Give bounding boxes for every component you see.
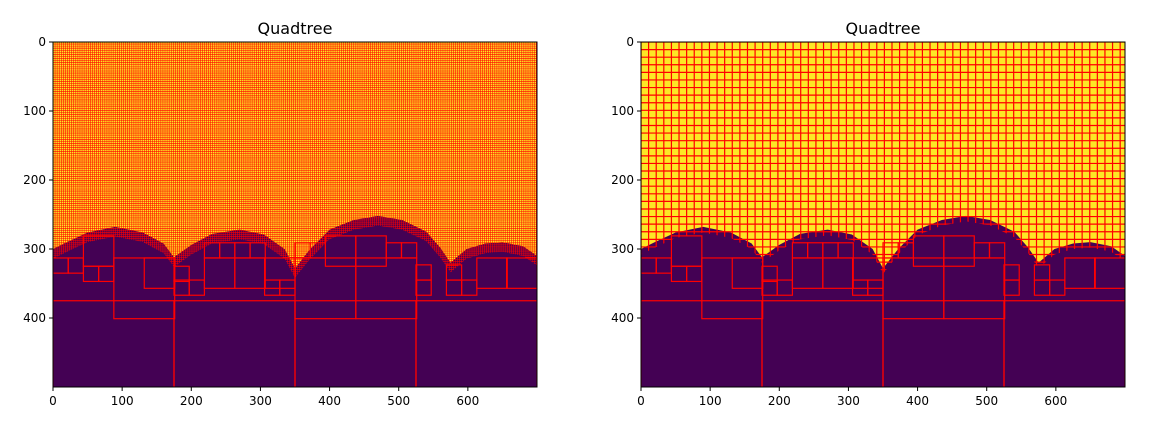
quadtree-block [67, 257, 85, 274]
y-tick-label: 300 [611, 242, 634, 256]
x-tick-label: 0 [49, 394, 57, 408]
quadtree-block [655, 257, 673, 274]
y-tick-label: 100 [23, 104, 46, 118]
quadtree-block [415, 264, 432, 281]
quadtree-block [1003, 300, 1125, 387]
quadtree-block [1064, 257, 1096, 289]
quadtree-block [731, 257, 764, 289]
quadtree-block [837, 242, 854, 259]
quadtree-block [188, 279, 206, 296]
quadtree-block [249, 242, 266, 259]
x-tick-label: 200 [180, 394, 203, 408]
x-tick-label: 400 [906, 394, 929, 408]
quadtree-block [1033, 264, 1051, 281]
x-tick-label: 400 [318, 394, 341, 408]
quadtree-block [988, 242, 1006, 259]
quadtree-block [1049, 279, 1066, 296]
quadtree-block [761, 265, 778, 283]
right-quadtree-panel: Quadtree 0 100 200 300 400 500 600 0 100 200 300 400 [611, 19, 1126, 408]
x-tick-label: 500 [387, 394, 410, 408]
quadtree-block [867, 279, 884, 296]
y-tick-label: 200 [611, 173, 634, 187]
quadtree-block [400, 242, 418, 259]
y-tick-label: 0 [38, 35, 46, 49]
x-tick-label: 0 [637, 394, 645, 408]
quadtree-block [776, 279, 794, 296]
y-tick-label: 300 [23, 242, 46, 256]
fine-quadtree-cells [53, 42, 537, 278]
quadtree-block [445, 264, 463, 281]
x-tick-label: 300 [837, 394, 860, 408]
quadtree-block [686, 265, 703, 283]
quadtree-block [461, 279, 478, 296]
x-tick-label: 500 [975, 394, 998, 408]
y-tick-label: 0 [626, 35, 634, 49]
x-tick-label: 600 [456, 394, 479, 408]
coarse-quadtree-cells [641, 235, 1125, 387]
x-tick-label: 200 [768, 394, 791, 408]
chart-title: Quadtree [258, 19, 333, 38]
x-tick-label: 100 [111, 394, 134, 408]
quadtree-block [897, 242, 915, 259]
plot-area [53, 42, 537, 387]
chart-title: Quadtree [846, 19, 921, 38]
quadtree-block [279, 279, 296, 296]
y-tick-label: 200 [23, 173, 46, 187]
quadtree-block [173, 265, 190, 283]
quadtree-block [476, 257, 508, 289]
y-tick-label: 100 [611, 104, 634, 118]
quadtree-block [415, 300, 537, 387]
plot-area [641, 42, 1125, 387]
quadtree-block [98, 265, 115, 283]
quadtree-block [309, 242, 327, 259]
axes-frame [640, 41, 1126, 388]
left-quadtree-panel: Quadtree 0 100 200 300 400 500 600 0 100 200 300 400 [23, 19, 538, 408]
quadtree-block [1093, 257, 1125, 289]
y-tick-label: 400 [611, 311, 634, 325]
x-tick-label: 300 [249, 394, 272, 408]
x-tick-label: 600 [1044, 394, 1067, 408]
coarse-quadtree-cells [53, 235, 537, 387]
quadtree-block [1003, 264, 1020, 281]
quadtree-block [143, 257, 176, 289]
x-tick-label: 100 [699, 394, 722, 408]
quadtree-block [505, 257, 537, 289]
y-tick-label: 400 [23, 311, 46, 325]
axes-frame [52, 41, 538, 388]
fine-quadtree-cells [641, 42, 1125, 274]
